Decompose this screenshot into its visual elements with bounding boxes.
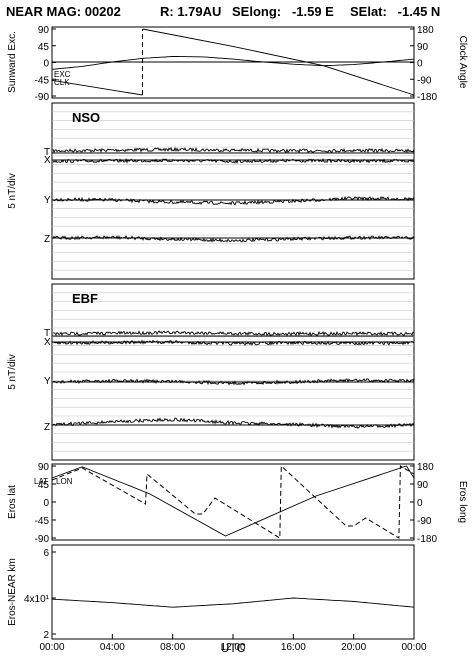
nso-panel: NSO 5 nT/div T X Y Z [7,102,415,280]
eros-long-line [51,464,415,539]
x-axis-tick-label: 00:00 [39,642,64,653]
nso-title: NSO [72,110,100,125]
eros-right-tick-label: 90 [417,480,429,491]
clk-line [51,28,415,96]
sunward-ticks: 90 45 0 -45 -90 180 90 0 -90 -180 [35,25,438,103]
ebf-z-trace [52,417,415,429]
x-axis-label: UTC [221,641,246,655]
ebf-y-label: Y [44,376,51,387]
eros-ticks: 90 45 0 -45 -90 180 90 0 -90 -180 [35,462,438,545]
sunward-left-tick-label: -90 [35,92,50,103]
eros-left-tick-label: 45 [38,480,50,491]
ebf-panel: EBF 5 nT/div T X Y Z [7,283,415,461]
ebf-x-label: X [44,337,51,348]
eros-right-tick-label: 180 [417,462,434,473]
eros-long-axis-label: Eros long [457,481,468,523]
nso-y-trace [52,195,415,206]
ebf-title: EBF [72,291,98,306]
nso-z-label: Z [44,234,50,245]
lon-legend: LON [56,477,73,486]
radius-readout: R: 1.79AU [160,4,221,19]
ebf-y-trace [52,378,415,386]
nso-z-trace [52,235,415,243]
nso-t-label: T [44,147,50,158]
ebf-z-label: Z [44,422,50,433]
distance-panel: Eros-NEAR km 6 4x10¹ 2 [7,544,415,641]
eros-left-tick-label: -90 [35,534,50,545]
sunward-right-tick-label: 180 [417,25,434,36]
ebf-x-trace [52,339,415,346]
ebf-t-label: T [44,328,50,339]
sunward-left-tick-label: 90 [38,25,50,36]
distance-line [51,597,415,608]
sunward-left-tick-label: -45 [35,75,50,86]
eros-lat-line [51,465,415,537]
eros-right-tick-label: 0 [417,498,423,509]
distance-tick-bottom: 2 [43,630,49,641]
eros-right-tick-label: -180 [417,534,437,545]
distance-axis-label: Eros-NEAR km [7,558,18,626]
nso-x-trace [52,157,415,165]
sunward-left-tick-label: 45 [38,42,50,53]
x-axis-tick-label: 00:00 [401,642,426,653]
x-axis-tick-label: 16:00 [281,642,306,653]
eros-left-tick-label: 90 [38,462,50,473]
x-axis-tick-label: 04:00 [100,642,125,653]
sunward-right-tick-label: -180 [417,92,437,103]
ebf-axis-label: 5 nT/div [7,354,18,390]
selat-readout: SElat: -1.45 N [350,4,440,19]
eros-left-tick-label: 0 [43,498,49,509]
nso-y-label: Y [44,195,51,206]
eros-lat-axis-label: Eros lat [7,485,18,519]
distance-tick-mid: 4x10¹ [24,594,50,605]
plot-title: NEAR MAG: 00202 [6,4,121,19]
nso-t-trace [52,146,415,154]
sunward-right-tick-label: 0 [417,59,423,70]
sunward-axis-label: Sunward Exc. [7,31,18,93]
eros-panel: 90 45 0 -45 -90 180 90 0 -90 -180 Eros lat Eros l… [7,462,468,545]
eros-left-tick-label: -45 [35,516,50,527]
nso-x-label: X [44,155,51,166]
x-axis-tick-label: 20:00 [341,642,366,653]
sunward-right-tick-label: -90 [417,75,432,86]
distance-tick-top: 6 [43,548,49,559]
sunward-left-tick-label: 0 [43,59,49,70]
lat-legend: LAT [34,477,48,486]
sunward-panel: 90 45 0 -45 -90 180 90 0 -90 -180 Sunward Exc. Cl… [7,25,468,103]
clock-angle-axis-label: Clock Angle [457,36,468,89]
x-axis-tick-label: 12:00 [220,642,245,653]
selong-readout: SElong: -1.59 E [232,4,334,19]
exc-line [51,56,415,70]
eros-right-tick-label: -90 [417,516,432,527]
x-axis-tick-label: 08:00 [160,642,185,653]
sunward-right-tick-label: 90 [417,42,429,53]
exc-legend: EXC [54,70,71,79]
ebf-t-trace [53,330,415,337]
clk-legend: CLK [54,78,70,87]
x-axis: 00:00 04:00 08:00 12:00 16:00 20:00 00:00 [39,634,427,653]
nso-axis-label: 5 nT/div [7,173,18,209]
